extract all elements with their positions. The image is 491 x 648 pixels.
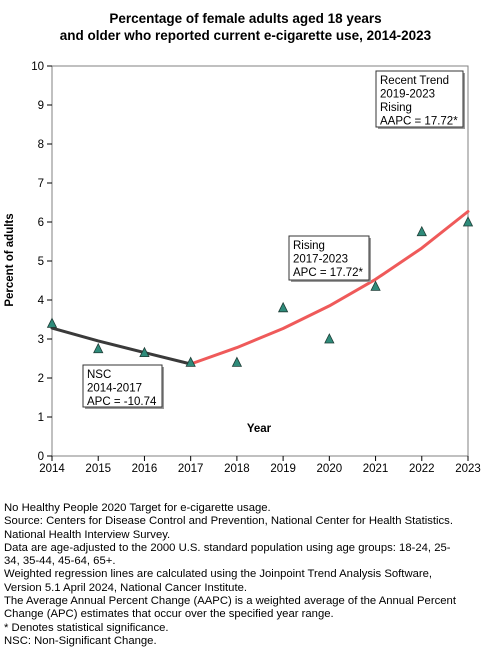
annotation-frame [288, 235, 370, 281]
trend-lines [50, 210, 470, 366]
chart-title: Percentage of female adults aged 18 year… [0, 10, 491, 44]
x-axis-label: Year [247, 423, 272, 435]
x-tick-label: 2016 [132, 463, 158, 475]
data-point [93, 342, 104, 354]
data-point [185, 356, 196, 367]
footnote-line: Change (APC) estimates that occur over t… [4, 608, 334, 621]
y-tick-label: 5 [38, 256, 44, 268]
x-tick-label: 2022 [409, 463, 435, 475]
data-point [277, 301, 289, 313]
footnote-line: No Healthy People 2020 Target for e-ciga… [4, 502, 271, 514]
annotation-text: AAPC = 17.72* [380, 116, 458, 128]
x-tick-label: 2020 [317, 463, 343, 475]
y-tick-label: 0 [38, 451, 44, 463]
y-tick-label: 10 [31, 61, 44, 73]
y-tick-label: 8 [38, 139, 44, 151]
y-tick-label: 7 [38, 178, 44, 190]
x-tick-label: 2015 [85, 463, 111, 475]
data-point [231, 356, 243, 367]
trend-line-2 [189, 210, 470, 366]
x-tick-label: 2018 [224, 463, 250, 475]
data-point [416, 225, 427, 237]
annotation-text: APC = 17.72* [293, 267, 364, 279]
footnote-line: Source: Centers for Disease Control and … [4, 515, 453, 528]
annotation-text: Recent Trend [380, 75, 449, 87]
chart-canvas: 0 1 2 3 4 5 6 7 8 9 10 2014 2015 2016 2017 2018 2019 2020… [4, 61, 481, 475]
y-tick-label: 1 [38, 412, 44, 424]
footnote-line: The Average Annual Percent Change (AAPC)… [4, 595, 456, 608]
annotation-text: Rising [293, 240, 325, 252]
footnote-line: Weighted regression lines are calculated… [4, 568, 433, 581]
footnote-line: Data are age-adjusted to the 2000 U.S. s… [4, 541, 451, 554]
chart-title-line-2: and older who reported current e-cigaret… [59, 28, 432, 43]
footnote-line: National Health Interview Survey. [4, 528, 171, 541]
annotation-text: 2019-2023 [380, 89, 435, 101]
chart-title-line-1: Percentage of female adults aged 18 year… [109, 11, 382, 26]
annotation-text: 2014-2017 [87, 383, 142, 395]
x-tick-label: 2023 [455, 463, 481, 475]
annotation-text: NSC [87, 369, 111, 381]
annotation-frame [82, 364, 163, 408]
y-tick-label: 6 [38, 217, 44, 229]
data-point [139, 346, 150, 358]
data-point [370, 280, 381, 291]
x-tick-label: 2021 [363, 463, 389, 475]
footnote-line: Version 5.1 April 2024, National Cancer … [4, 581, 248, 594]
footnote-line: NSC: Non-Significant Change. [4, 634, 157, 647]
y-tick-label: 4 [38, 295, 45, 307]
x-tick-label: 2019 [270, 463, 296, 475]
y-axis-label: Percent of adults [4, 213, 16, 306]
trend-line-1 [50, 326, 193, 366]
data-points [46, 216, 474, 367]
x-tick-label: 2014 [39, 463, 65, 475]
data-point [324, 333, 335, 344]
axes: 0 1 2 3 4 5 6 7 8 9 10 2014 2015 2016 2017 2018 2019 2020… [31, 61, 481, 475]
x-tick-label: 2017 [178, 463, 204, 475]
footnote-line: * Denotes statistical significance. [4, 621, 169, 634]
data-point [462, 216, 474, 227]
data-point [46, 317, 58, 328]
footnotes: No Healthy People 2020 Target for e-ciga… [4, 502, 489, 648]
annotation-text: Rising [380, 102, 412, 114]
annotation-text: APC = -10.74 [87, 396, 157, 408]
annotation-frame [375, 70, 464, 128]
y-tick-label: 3 [38, 334, 44, 346]
y-tick-label: 9 [38, 100, 44, 112]
footnote-line: 34, 35-44, 45-64, 65+. [4, 555, 116, 568]
y-tick-label: 2 [38, 373, 44, 385]
annotation-text: 2017-2023 [293, 254, 348, 266]
